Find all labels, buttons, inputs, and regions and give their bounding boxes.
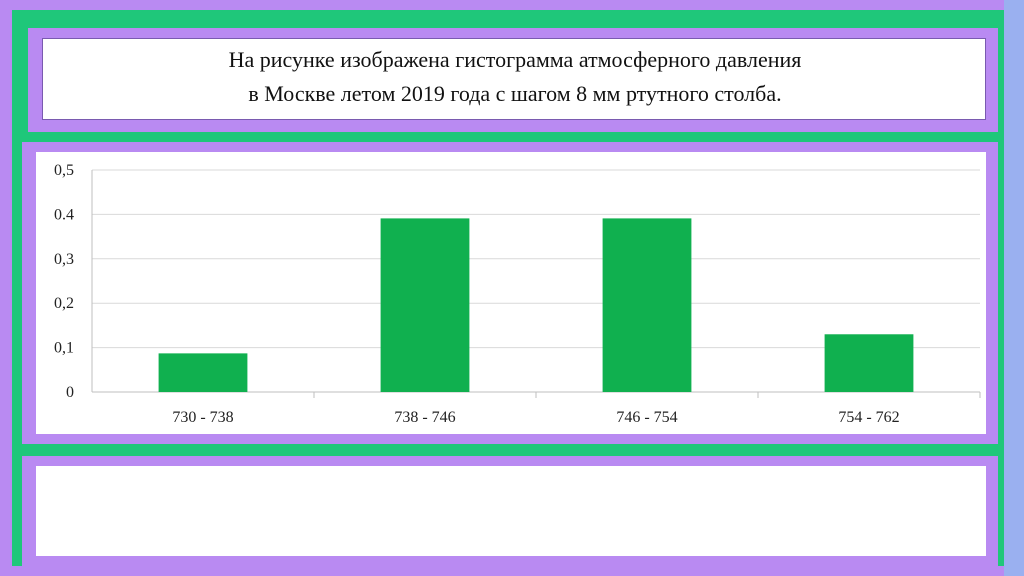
bar xyxy=(602,218,692,392)
y-tick-label: 0.4 xyxy=(54,206,74,223)
decorative-stripe xyxy=(1004,0,1024,576)
decorative-stripe xyxy=(0,0,1024,10)
title-panel: На рисунке изображена гистограмма атмосф… xyxy=(42,38,986,120)
x-tick-label: 754 - 762 xyxy=(838,409,899,426)
y-tick-label: 0,5 xyxy=(54,162,74,179)
y-tick-label: 0 xyxy=(66,384,74,401)
decorative-stripe xyxy=(0,566,1024,576)
title-line-1: На рисунке изображена гистограмма атмосф… xyxy=(228,47,802,72)
x-tick-label: 730 - 738 xyxy=(172,409,233,426)
y-tick-label: 0,3 xyxy=(54,251,74,268)
y-tick-label: 0,2 xyxy=(54,295,74,312)
histogram-chart: 0 0,1 0,2 0,3 0.4 0,5 730 - 738 738 - 746 746 - … xyxy=(54,162,981,426)
bottom-panel xyxy=(36,466,986,556)
title-line-2: в Москве летом 2019 года с шагом 8 мм рт… xyxy=(248,81,782,106)
x-tick-label: 738 - 746 xyxy=(394,409,455,426)
bar xyxy=(158,353,248,392)
x-tick-label: 746 - 754 xyxy=(616,409,677,426)
bar xyxy=(824,334,914,392)
decorative-stripe xyxy=(0,0,12,576)
bar xyxy=(380,218,470,392)
y-tick-label: 0,1 xyxy=(54,340,74,357)
